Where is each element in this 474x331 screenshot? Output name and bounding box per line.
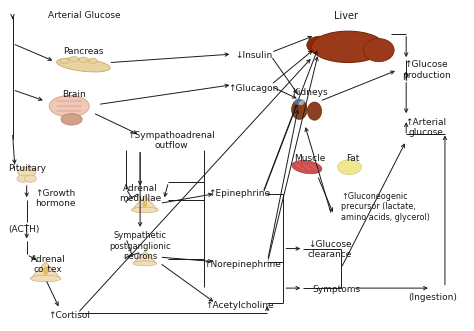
Ellipse shape (299, 101, 304, 105)
Polygon shape (30, 262, 61, 279)
Text: ↑Arterial
glucose: ↑Arterial glucose (405, 118, 447, 137)
Text: Symptoms: Symptoms (313, 285, 361, 294)
Text: ↑Growth
hormone: ↑Growth hormone (35, 189, 75, 208)
Text: Muscle: Muscle (294, 154, 326, 164)
Ellipse shape (43, 267, 48, 275)
Ellipse shape (61, 114, 82, 125)
Text: (ACTH): (ACTH) (8, 225, 39, 234)
Ellipse shape (132, 207, 158, 213)
Text: ↑Norepinephrine: ↑Norepinephrine (203, 260, 281, 269)
Text: Sympathetic
postganglionic
neurons: Sympathetic postganglionic neurons (109, 231, 171, 261)
Ellipse shape (89, 58, 97, 63)
Text: ↑Glucagon: ↑Glucagon (228, 83, 279, 93)
Text: ↓Glucose
clearance: ↓Glucose clearance (308, 240, 352, 259)
Ellipse shape (337, 160, 361, 174)
Ellipse shape (17, 175, 29, 182)
Ellipse shape (364, 39, 394, 62)
Ellipse shape (143, 201, 147, 208)
Text: Kidneys: Kidneys (292, 88, 328, 98)
Text: Adrenal
medullae: Adrenal medullae (119, 184, 161, 203)
Ellipse shape (18, 167, 36, 177)
Text: ↑Epinephrine: ↑Epinephrine (208, 189, 271, 198)
Ellipse shape (307, 36, 333, 54)
Text: Adrenal
cortex: Adrenal cortex (31, 255, 65, 274)
Ellipse shape (60, 58, 69, 64)
Text: ↓Insulin: ↓Insulin (235, 51, 272, 60)
Ellipse shape (56, 58, 110, 72)
Ellipse shape (292, 161, 322, 174)
Text: Fat: Fat (346, 154, 359, 164)
Polygon shape (132, 196, 158, 210)
Ellipse shape (79, 57, 88, 62)
Ellipse shape (311, 31, 385, 63)
Ellipse shape (49, 95, 89, 117)
Ellipse shape (308, 102, 321, 120)
Ellipse shape (295, 99, 302, 105)
Text: Liver: Liver (334, 11, 358, 21)
Ellipse shape (292, 100, 307, 119)
Text: Pancreas: Pancreas (63, 47, 104, 56)
Ellipse shape (25, 175, 36, 182)
Text: ↑Cortisol: ↑Cortisol (48, 311, 90, 320)
Ellipse shape (301, 100, 305, 103)
Ellipse shape (70, 56, 78, 62)
Text: ↑Glucose
production: ↑Glucose production (401, 60, 450, 80)
Text: ↑Acetylcholine: ↑Acetylcholine (205, 301, 273, 310)
Polygon shape (133, 251, 156, 263)
Text: Brain: Brain (62, 90, 86, 99)
Ellipse shape (30, 275, 61, 282)
Text: (Ingestion): (Ingestion) (409, 293, 457, 302)
Text: Arterial Glucose: Arterial Glucose (48, 11, 120, 20)
Text: Pituitary: Pituitary (8, 164, 46, 173)
Ellipse shape (133, 261, 156, 266)
Text: ↑Sympathoadrenal
outflow: ↑Sympathoadrenal outflow (127, 131, 215, 151)
Text: ↑Gluconeogenic
precursor (lactate,
amino acids, glycerol): ↑Gluconeogenic precursor (lactate, amino… (341, 192, 430, 221)
